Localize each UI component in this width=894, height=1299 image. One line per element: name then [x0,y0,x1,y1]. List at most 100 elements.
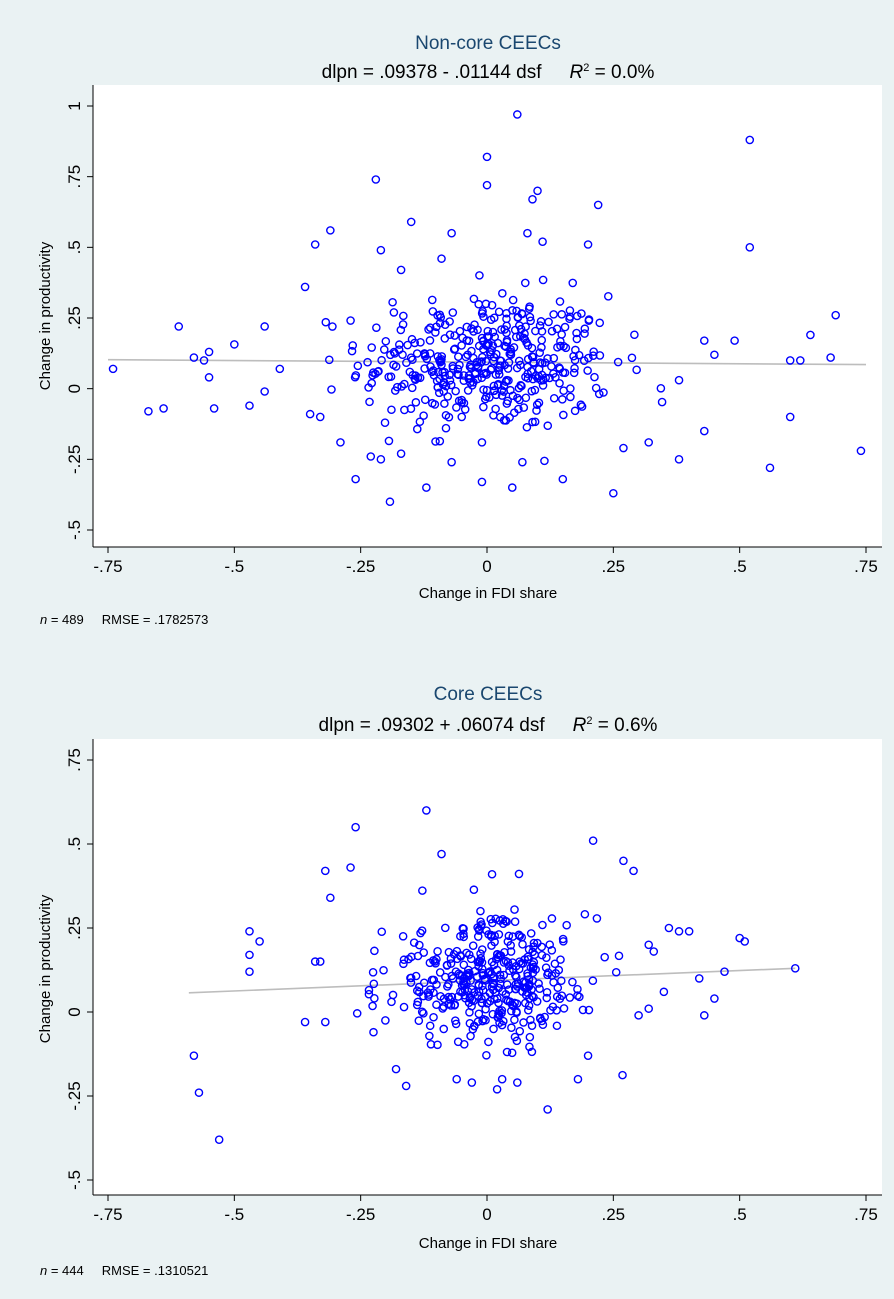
data-point [557,330,566,339]
data-point [475,271,484,280]
x-tick-label: 0 [482,1205,491,1224]
data-point [522,988,532,997]
data-point [407,334,417,344]
data-point [507,1000,517,1010]
data-point [420,364,429,373]
y-tick-label: -.25 [65,1081,84,1110]
data-point [381,336,391,346]
data-point [399,311,408,321]
data-point [315,412,325,422]
data-point [552,1006,561,1015]
data-point [573,984,582,994]
data-point [419,978,429,988]
data-point [618,1070,627,1080]
data-point [486,350,495,359]
data-point [447,971,457,981]
data-point [577,309,586,318]
data-point [300,282,310,292]
data-point [369,1027,378,1037]
y-axis-title: Change in productivity [37,241,54,390]
data-point [245,950,254,960]
data-point [512,363,522,373]
data-point [694,974,704,983]
data-point [433,383,443,392]
data-point [199,356,209,365]
data-point [366,452,376,461]
data-point [509,1001,518,1011]
data-point [380,418,390,428]
data-point [432,1000,441,1010]
data-point [439,1024,449,1034]
scatter-points [108,110,866,507]
data-point [500,325,509,334]
data-point [577,402,587,411]
data-point [674,927,684,936]
data-point [467,995,477,1005]
y-tick-label: 0 [65,1007,84,1016]
r2-symbol: R [570,62,584,83]
data-point [634,1011,643,1020]
data-point [346,863,355,872]
data-point [489,411,498,420]
data-point [657,397,667,407]
chart-panel-core: Core CEECs dlpn = .09302 + .06074 dsf R2 … [37,684,882,1278]
data-point [856,446,866,456]
data-point [451,1016,460,1025]
data-point [466,363,476,373]
data-point [542,953,551,962]
data-point [613,357,623,367]
data-point [558,395,567,404]
data-point [537,335,547,345]
data-point [510,1032,520,1042]
data-point [326,893,335,903]
x-tick-label: .5 [733,557,747,576]
data-point [614,951,624,961]
data-point [542,993,552,1003]
data-point [387,997,396,1007]
y-tick-label: .25 [65,306,84,330]
data-point [539,375,548,385]
data-point [431,437,440,446]
data-point [518,959,528,968]
data-point [326,226,335,235]
data-point [398,350,407,360]
data-point [521,978,530,987]
data-point [599,388,608,397]
data-point [499,416,509,425]
data-point [559,937,568,946]
data-point [486,914,496,924]
data-point [397,382,406,391]
data-point [353,361,363,371]
data-point [399,955,409,965]
data-point [417,1007,427,1017]
x-tick-label: .75 [854,557,878,576]
data-point [504,931,514,941]
data-point [435,318,445,328]
data-point [455,326,465,336]
data-point [518,987,527,996]
data-point [399,959,408,969]
data-point [474,1009,484,1019]
data-point [570,364,579,373]
x-tick-label: .75 [854,1205,878,1224]
data-point [415,987,424,997]
data-point [552,324,562,334]
data-point [546,1005,555,1015]
data-point [538,381,548,390]
data-point [547,914,557,923]
data-point [351,822,360,832]
x-tick-label: .5 [733,1205,747,1224]
data-point [159,404,168,413]
data-point [573,991,582,1000]
data-point [409,938,419,947]
data-point [542,988,552,997]
data-point [525,1032,535,1042]
data-point [488,327,498,337]
data-point [538,920,547,930]
data-point [447,457,456,467]
data-point [710,994,719,1003]
data-point [569,351,578,361]
data-point [526,366,536,376]
data-point [460,985,470,995]
data-point [368,1001,377,1011]
